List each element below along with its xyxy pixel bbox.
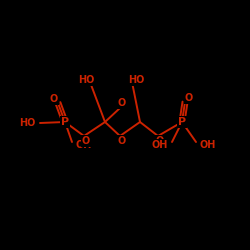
Text: O: O [50,94,58,104]
Text: OH: OH [200,140,216,150]
Text: HO: HO [20,118,36,128]
Text: O: O [156,136,164,146]
Text: O: O [118,98,126,108]
Text: O: O [185,93,193,103]
Text: OH: OH [76,140,92,150]
Text: P: P [178,117,186,127]
Text: O: O [118,136,126,146]
Text: HO: HO [128,75,144,85]
Text: P: P [61,117,69,127]
Text: OH: OH [152,140,168,150]
Text: O: O [82,136,90,146]
Text: HO: HO [78,75,94,85]
